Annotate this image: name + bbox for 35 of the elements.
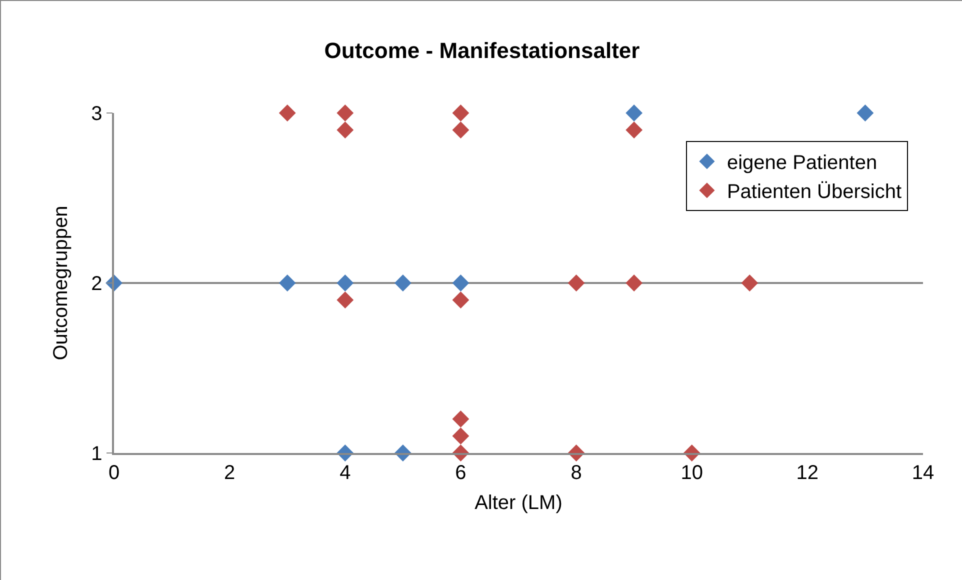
point <box>336 104 354 122</box>
x-tick-label: 2 <box>224 462 236 484</box>
point <box>568 274 585 292</box>
x-tick-label: 0 <box>108 462 120 484</box>
point <box>626 274 643 292</box>
point <box>452 122 470 138</box>
point <box>336 292 354 308</box>
legend-label: Patienten Übersicht <box>726 181 902 204</box>
y-tick-label: 2 <box>91 273 102 295</box>
point <box>626 122 643 138</box>
point <box>278 104 296 122</box>
point <box>336 274 354 292</box>
x-axis-title: Alter (LM) <box>474 492 562 514</box>
x-tick-label: 6 <box>455 462 466 484</box>
x-tick-label: 8 <box>570 462 582 484</box>
point <box>452 428 470 444</box>
point <box>452 104 470 122</box>
point <box>741 274 758 292</box>
point <box>626 104 643 122</box>
y-tick-label: 1 <box>91 443 102 465</box>
x-tick-label: 14 <box>912 462 934 484</box>
point <box>336 122 354 138</box>
point <box>452 292 470 308</box>
point <box>856 104 874 122</box>
x-tick-label: 12 <box>796 462 819 484</box>
point <box>394 274 412 292</box>
point <box>452 274 470 292</box>
x-tick-label: 10 <box>680 462 703 484</box>
chart-title: Outcome - Manifestationsalter <box>324 38 640 63</box>
point <box>452 410 470 428</box>
point <box>278 274 296 292</box>
y-axis-title: Outcomegruppen <box>50 206 72 360</box>
y-tick-label: 3 <box>91 103 102 125</box>
legend-label: eigene Patienten <box>726 152 878 174</box>
x-tick-label: 4 <box>340 462 351 484</box>
